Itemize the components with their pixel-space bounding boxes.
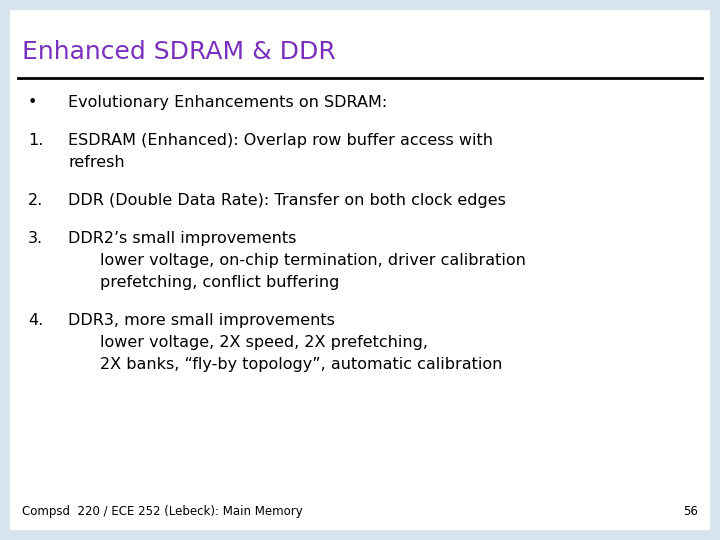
Text: 1.: 1. <box>28 133 43 148</box>
Text: lower voltage, 2X speed, 2X prefetching,: lower voltage, 2X speed, 2X prefetching, <box>100 335 428 350</box>
Text: 2.: 2. <box>28 193 43 208</box>
Text: •: • <box>28 95 37 110</box>
Text: Enhanced SDRAM & DDR: Enhanced SDRAM & DDR <box>22 40 336 64</box>
Text: ESDRAM (Enhanced): Overlap row buffer access with: ESDRAM (Enhanced): Overlap row buffer ac… <box>68 133 493 148</box>
Text: prefetching, conflict buffering: prefetching, conflict buffering <box>100 275 339 290</box>
Text: Evolutionary Enhancements on SDRAM:: Evolutionary Enhancements on SDRAM: <box>68 95 387 110</box>
FancyBboxPatch shape <box>10 10 710 530</box>
Text: 56: 56 <box>683 505 698 518</box>
Text: DDR3, more small improvements: DDR3, more small improvements <box>68 313 335 328</box>
Text: lower voltage, on-chip termination, driver calibration: lower voltage, on-chip termination, driv… <box>100 253 526 268</box>
Text: refresh: refresh <box>68 155 125 170</box>
Text: DDR2’s small improvements: DDR2’s small improvements <box>68 231 297 246</box>
Text: 4.: 4. <box>28 313 43 328</box>
Text: Compsd  220 / ECE 252 (Lebeck): Main Memory: Compsd 220 / ECE 252 (Lebeck): Main Memo… <box>22 505 302 518</box>
Text: DDR (Double Data Rate): Transfer on both clock edges: DDR (Double Data Rate): Transfer on both… <box>68 193 506 208</box>
Text: 2X banks, “fly-by topology”, automatic calibration: 2X banks, “fly-by topology”, automatic c… <box>100 357 503 372</box>
Text: 3.: 3. <box>28 231 43 246</box>
